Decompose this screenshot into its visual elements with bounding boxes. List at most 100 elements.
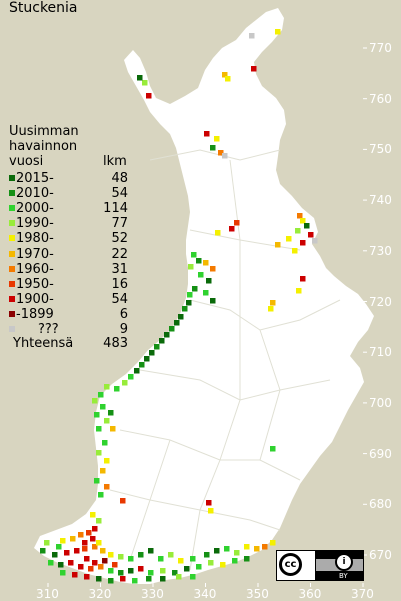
observation-cell — [138, 566, 144, 572]
x-tick-label: 360 — [298, 587, 322, 601]
observation-cell — [186, 300, 192, 306]
observation-cell — [229, 226, 235, 232]
observation-cell — [68, 560, 74, 566]
observation-cell — [244, 544, 250, 550]
legend-count: 31 — [111, 261, 128, 277]
x-tick-label: 330 — [141, 587, 164, 601]
observation-cell — [182, 306, 188, 312]
x-tick-label: 350 — [246, 587, 269, 601]
observation-cell — [176, 574, 182, 580]
observation-cell — [251, 66, 257, 72]
observation-cell — [82, 546, 88, 552]
observation-cell — [108, 552, 114, 558]
y-tick-label: 710 — [369, 345, 392, 360]
observation-cell — [104, 418, 110, 424]
map-title: Stuckenia — [9, 0, 78, 16]
observation-cell — [204, 552, 210, 558]
observation-cell — [134, 368, 140, 374]
observation-cell — [206, 500, 212, 506]
observation-cell — [128, 556, 134, 562]
observation-cell — [300, 276, 306, 282]
observation-cell — [40, 548, 46, 554]
observation-cell — [190, 556, 196, 562]
observation-cell — [214, 136, 220, 142]
observation-cell — [160, 568, 166, 574]
observation-cells — [40, 29, 318, 584]
legend-count: 114 — [103, 201, 128, 217]
observation-cell — [164, 332, 170, 338]
observation-cell — [84, 556, 90, 562]
legend-total-label: Yhteensä — [13, 336, 74, 351]
observation-cell — [128, 374, 134, 380]
observation-cell — [104, 384, 110, 390]
observation-cell — [92, 398, 98, 404]
attribution-person-icon: i — [335, 553, 353, 571]
legend-label: ??? — [38, 322, 59, 337]
legend-label: 1970- — [16, 246, 54, 262]
observation-cell — [122, 380, 128, 386]
observation-cell — [214, 548, 220, 554]
y-tick-label: 680 — [369, 497, 392, 512]
observation-cell — [218, 150, 224, 156]
observation-cell — [146, 93, 152, 99]
observation-cell — [222, 153, 228, 159]
observation-cell — [234, 550, 240, 556]
observation-cell — [192, 286, 198, 292]
observation-cell — [275, 29, 281, 35]
observation-cell — [118, 554, 124, 560]
legend-count: 6 — [119, 306, 128, 322]
legend-count: 52 — [111, 231, 128, 247]
observation-cell — [300, 240, 306, 246]
y-tick-label: 730 — [369, 243, 392, 258]
observation-cell — [98, 492, 104, 498]
observation-cell — [84, 574, 90, 580]
observation-cell — [232, 558, 238, 564]
observation-cell — [184, 566, 190, 572]
y-tick-label: 720 — [369, 294, 392, 309]
observation-cell — [208, 508, 214, 514]
observation-cell — [304, 223, 310, 229]
cc-icon: cc — [279, 553, 302, 576]
cc-by-license-badge: cc i BY — [276, 550, 364, 581]
legend-count: 54 — [111, 186, 128, 202]
observation-cell — [48, 560, 54, 566]
legend-count: 54 — [111, 291, 128, 307]
legend-heading-2: havainnon — [9, 139, 78, 154]
observation-cell — [178, 558, 184, 564]
observation-cell — [296, 288, 302, 294]
observation-cell — [187, 292, 193, 298]
observation-cell — [88, 566, 94, 572]
legend-swatch — [9, 235, 15, 242]
observation-cell — [188, 264, 194, 270]
observation-cell — [203, 290, 209, 296]
observation-cell — [92, 526, 98, 532]
observation-cell — [52, 552, 58, 558]
observation-cell — [196, 258, 202, 264]
observation-cell — [58, 562, 64, 568]
observation-cell — [142, 80, 148, 86]
legend-label: 1900- — [16, 291, 54, 307]
observation-cell — [92, 560, 98, 566]
observation-cell — [56, 544, 62, 550]
legend-count: 22 — [111, 246, 128, 262]
observation-cell — [100, 468, 106, 474]
y-tick-label: 750 — [369, 142, 392, 157]
y-tick-label: 760 — [369, 91, 392, 106]
observation-cell — [270, 446, 276, 452]
observation-cell — [308, 232, 314, 238]
observation-cell — [98, 392, 104, 398]
observation-cell — [292, 248, 298, 254]
y-tick-label: 770 — [369, 41, 392, 55]
observation-cell — [224, 546, 230, 552]
legend-swatch — [9, 265, 15, 272]
observation-cell — [60, 570, 66, 576]
legend-swatch — [9, 295, 15, 302]
observation-cell — [244, 556, 250, 562]
observation-cell — [98, 564, 104, 570]
observation-cell — [44, 540, 50, 546]
legend-count: 48 — [111, 171, 128, 186]
observation-cell — [160, 576, 166, 582]
observation-cell — [90, 512, 96, 518]
